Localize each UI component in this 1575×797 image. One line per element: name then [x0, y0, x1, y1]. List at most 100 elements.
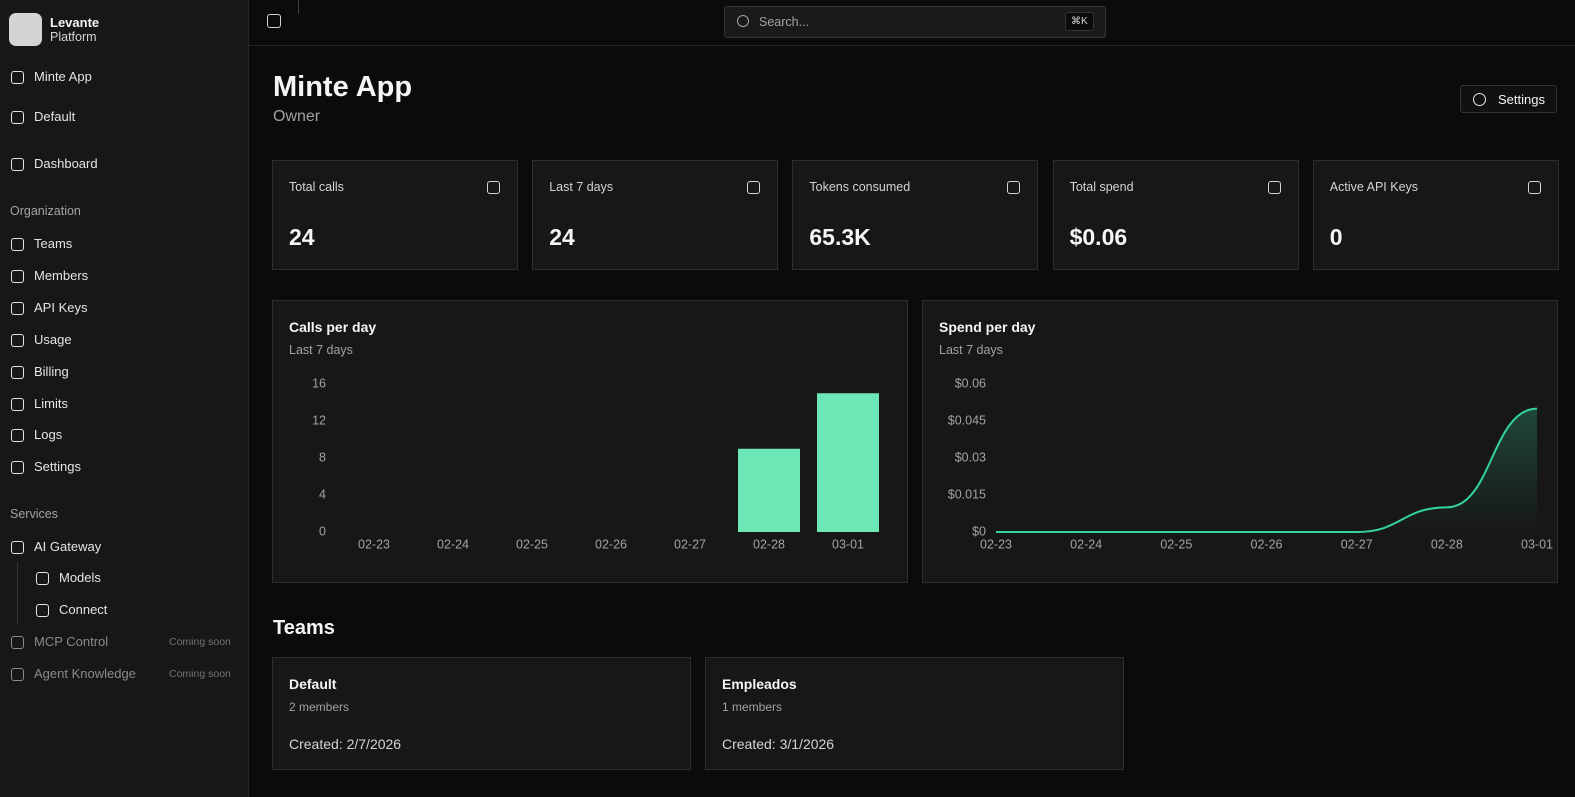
stat-card: Total calls 24 — [272, 160, 518, 270]
y-tick-label: 4 — [319, 487, 326, 501]
nav-icon — [11, 269, 24, 283]
nav-icon — [11, 461, 24, 475]
nav-item[interactable]: AI Gateway — [34, 539, 102, 554]
bar — [738, 448, 800, 532]
stat-label: Last 7 days — [549, 180, 614, 194]
chart: 0 4 8 12 16 02-23 02-24 02-25 02-26 02-27 02-28 03-… — [312, 376, 879, 551]
nav-icon — [11, 429, 24, 443]
settings-button[interactable]: Settings — [1460, 85, 1557, 113]
chart-subtitle: Last 7 days — [289, 343, 353, 357]
x-tick-label: 02-23 — [980, 537, 1012, 551]
area — [996, 408, 1538, 532]
stat-label: Tokens consumed — [809, 180, 911, 194]
nav-item[interactable]: Usage — [34, 331, 72, 347]
x-tick-label: 02-23 — [358, 537, 390, 551]
x-tick-label: 02-27 — [1341, 537, 1373, 551]
sidebar: Levante Platform Minte App Default Dashboa… — [0, 0, 249, 797]
nav-icon — [11, 158, 24, 171]
y-tick-label: 0 — [319, 524, 326, 538]
stat-label: Total spend — [1069, 180, 1134, 194]
section-title: Services — [10, 507, 58, 521]
nav-icon — [11, 301, 24, 315]
nav-item[interactable]: Logs — [34, 427, 63, 443]
chart-title: Spend per day — [939, 319, 1036, 335]
nav-item: Agent Knowledge — [34, 666, 136, 681]
chart: $0 $0.015 $0.03 $0.045 $0.06 02-23 02-24 02-25 0… — [948, 376, 1553, 551]
nav-item[interactable]: Minte App — [34, 69, 92, 84]
stat-value: $0.06 — [1069, 224, 1128, 250]
stat-value: 65.3K — [809, 224, 871, 250]
nav-item[interactable]: Connect — [59, 602, 108, 617]
brand-name: Levante — [50, 15, 100, 30]
nav-item[interactable]: Limits — [34, 395, 68, 411]
page-role: Owner — [273, 108, 321, 125]
nav-icon — [11, 71, 24, 84]
nav-icon — [36, 572, 49, 585]
nav-item[interactable]: Dashboard — [34, 156, 98, 171]
x-tick-label: 02-28 — [1431, 537, 1463, 551]
stat-card: Last 7 days 24 — [532, 160, 779, 270]
brand-subtitle: Platform — [50, 30, 97, 44]
header-border — [249, 45, 1575, 46]
y-tick-label: 16 — [312, 376, 326, 390]
team-name: Empleados — [722, 676, 797, 692]
chart-title: Calls per day — [289, 319, 377, 335]
team-created: Created: 3/1/2026 — [722, 736, 835, 752]
badge: Coming soon — [169, 636, 231, 648]
chart-subtitle: Last 7 days — [939, 343, 1003, 357]
stat-icon — [1007, 181, 1021, 194]
nav-icon — [11, 636, 24, 649]
search-box[interactable]: Search... ⌘K — [724, 6, 1106, 38]
nav-icon — [11, 541, 24, 554]
team-members: 1 members — [722, 700, 783, 714]
search-shortcut: ⌘K — [1065, 12, 1094, 31]
nav-item[interactable]: Settings — [34, 459, 81, 475]
stat-icon — [747, 181, 761, 194]
sidebar-toggle[interactable] — [267, 14, 281, 28]
y-tick-label: $0.06 — [955, 376, 986, 390]
badge: Coming soon — [169, 668, 231, 680]
nav-icon — [11, 238, 24, 251]
stat-icon — [1527, 181, 1541, 194]
team-card[interactable]: Default 2 members Created: 2/7/2026 — [272, 657, 691, 770]
x-tick-label: 02-28 — [753, 537, 785, 551]
x-tick-label: 02-25 — [516, 537, 548, 551]
nav-item[interactable]: Billing — [34, 363, 69, 379]
x-tick-label: 02-26 — [1251, 537, 1283, 551]
line — [996, 407, 1538, 534]
team-members: 2 members — [289, 700, 350, 714]
page-title: Minte App — [273, 71, 413, 103]
x-tick-label: 02-24 — [437, 537, 469, 551]
nav-icon — [11, 365, 24, 379]
stat-card: Total spend $0.06 — [1052, 160, 1299, 270]
nav-icon — [36, 604, 49, 617]
y-tick-label: $0.03 — [955, 450, 986, 464]
section-title: Organization — [10, 204, 81, 218]
teams-heading: Teams — [273, 617, 335, 639]
stat-card: Tokens consumed 65.3K — [792, 160, 1039, 270]
team-card[interactable]: Empleados 1 members Created: 3/1/2026 — [705, 657, 1124, 770]
nav-icon — [11, 668, 24, 681]
team-created: Created: 2/7/2026 — [289, 736, 402, 752]
nav-item[interactable]: Models — [59, 570, 101, 585]
chart-card: Calls per day Last 7 days 0 4 8 12 16 02-23 02-2… — [272, 300, 908, 583]
nav-item: MCP Control — [34, 634, 109, 649]
search-icon — [737, 15, 749, 27]
team-name: Default — [289, 676, 337, 692]
x-tick-label: 02-26 — [595, 537, 627, 551]
nav-item[interactable]: Teams — [34, 236, 73, 251]
y-tick-label: $0.045 — [948, 413, 986, 427]
x-tick-label: 02-27 — [674, 537, 706, 551]
tree-line — [17, 562, 18, 624]
stat-value: 24 — [289, 224, 315, 250]
nav-item[interactable]: Default — [34, 109, 76, 124]
nav-item[interactable]: API Keys — [34, 299, 88, 315]
nav-item[interactable]: Members — [34, 267, 89, 283]
stat-card: Active API Keys 0 — [1312, 160, 1559, 270]
chart-card: Spend per day Last 7 days $0 $0.015 $0.03 $0.… — [922, 300, 1558, 583]
y-tick-label: 8 — [319, 450, 326, 464]
stat-value: 0 — [1329, 224, 1343, 250]
nav-icon — [11, 111, 24, 124]
x-tick-label: 03-01 — [832, 537, 864, 551]
